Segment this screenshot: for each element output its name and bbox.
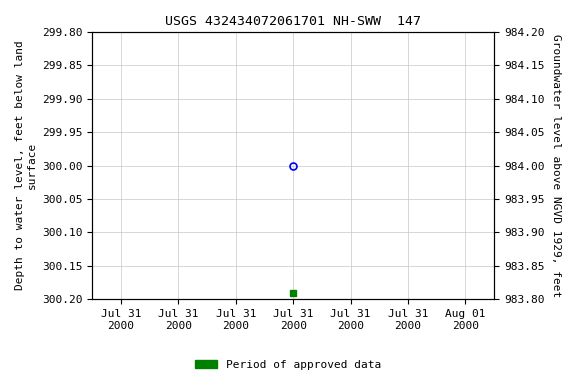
Y-axis label: Groundwater level above NGVD 1929, feet: Groundwater level above NGVD 1929, feet — [551, 34, 561, 297]
Legend: Period of approved data: Period of approved data — [191, 356, 385, 375]
Y-axis label: Depth to water level, feet below land
surface: Depth to water level, feet below land su… — [15, 41, 37, 290]
Title: USGS 432434072061701 NH-SWW  147: USGS 432434072061701 NH-SWW 147 — [165, 15, 421, 28]
